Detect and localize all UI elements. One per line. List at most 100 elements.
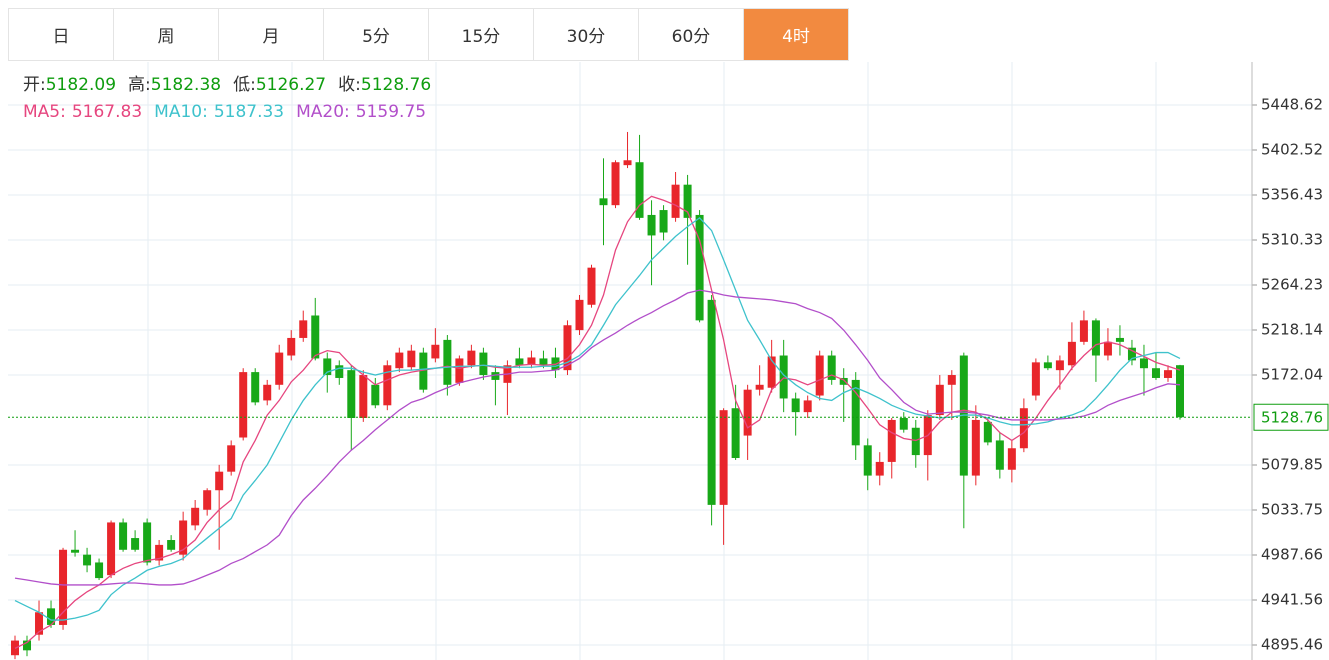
candle-body [983,421,992,443]
candle-body [1007,448,1016,470]
legend-item: MA20: 5159.75 [296,102,426,122]
legend-name: MA5: [23,102,66,122]
candle-body [191,507,200,526]
y-tick-label: 5448.62 [1261,96,1323,114]
candle-body [995,440,1004,470]
candle-body [179,520,188,555]
candle-body [71,549,80,553]
candle-body [947,375,956,385]
y-tick-label: 5033.75 [1261,500,1323,518]
ma-legend: MA5: 5167.83 MA10: 5187.33 MA20: 5159.75 [23,99,443,126]
candle-body [755,384,764,390]
candle-body [479,352,488,376]
candle-body [143,522,152,563]
y-tick-label: 5218.14 [1261,320,1323,338]
ohlc-summary: 开:5182.09 高:5182.38 低:5126.27 收:5128.76 [23,72,443,99]
candle-body [239,372,248,438]
summary-value: 5182.09 [45,75,117,95]
tab[interactable]: 30分 [533,8,638,61]
candle-body [59,549,68,625]
tab[interactable]: 15分 [428,8,533,61]
y-tick-label: 4987.66 [1261,545,1323,563]
candle-body [1176,365,1184,418]
ma-line [14,289,1181,586]
y-tick-label: 5402.52 [1261,141,1323,159]
candle-body [887,419,896,462]
candle-body [227,445,236,472]
tab[interactable]: 日 [8,8,113,61]
candle-body [1043,362,1052,369]
candle-body [731,408,740,459]
y-tick-label: 5356.43 [1261,185,1323,203]
candle-body [1031,362,1040,396]
candle-body [395,352,404,369]
candle-body [1103,341,1112,356]
y-tick-label: 4941.56 [1261,590,1323,608]
last-price-box [1253,403,1329,431]
candle-body [455,358,464,383]
candle-body [779,355,788,399]
legend-value: 5159.75 [355,102,427,122]
tab[interactable]: 5分 [323,8,428,61]
candle-body [719,410,728,505]
candle-body [911,427,920,456]
candle-body [263,384,272,401]
candle-body [683,184,692,218]
candle-body [335,365,344,378]
tab[interactable]: 4时 [743,8,849,61]
candle-body [383,365,392,406]
candle-body [863,445,872,476]
candle-body [803,400,812,413]
candle-body [119,522,128,550]
candle-body [83,554,92,566]
candle-body [35,612,44,635]
legend-value: 5187.33 [213,102,285,122]
legend-name: MA10: [154,102,208,122]
y-tick-label: 5172.04 [1261,365,1323,383]
candle-body [875,461,884,476]
legend-item: MA5: 5167.83 [23,102,142,122]
candle-body [599,198,608,206]
candle-body [647,214,656,236]
summary-label: 收: [338,75,361,95]
summary-label: 低: [233,75,256,95]
candle-body [1019,408,1028,449]
candle-body [623,160,632,166]
candle-body [1067,341,1076,366]
candle-body [743,389,752,436]
summary-item: 低:5126.27 [233,75,326,95]
tab[interactable]: 周 [113,8,218,61]
last-price-label: 5128.76 [1261,409,1323,427]
legend-item: MA10: 5187.33 [154,102,284,122]
tab[interactable]: 月 [218,8,323,61]
candle-body [371,384,380,406]
y-tick-label: 5079.85 [1261,455,1323,473]
summary-value: 5126.27 [255,75,327,95]
candle-body [275,352,284,385]
summary-value: 5128.76 [360,75,432,95]
candle-body [491,372,500,380]
candle-body [467,350,476,366]
candle-body [791,398,800,413]
summary-item: 收:5128.76 [338,75,431,95]
candle-body [323,358,332,376]
ma-line [14,195,1181,649]
candle-body [419,352,428,390]
candle-body [287,337,296,356]
candle-body [635,162,644,218]
candle-body [347,370,356,418]
y-tick-label: 5264.23 [1261,276,1323,294]
tab[interactable]: 60分 [638,8,743,61]
candle-body [899,417,908,430]
candle-body [443,339,452,385]
candle-body [539,358,548,366]
candle-body [131,538,140,550]
chart-header: 开:5182.09 高:5182.38 低:5126.27 收:5128.76 MA5… [23,72,443,126]
candle-body [839,377,848,385]
summary-label: 开: [23,75,46,95]
candle-body [1115,337,1124,342]
candle-body [851,379,860,446]
candle-body [575,299,584,331]
candle-body [215,471,224,491]
